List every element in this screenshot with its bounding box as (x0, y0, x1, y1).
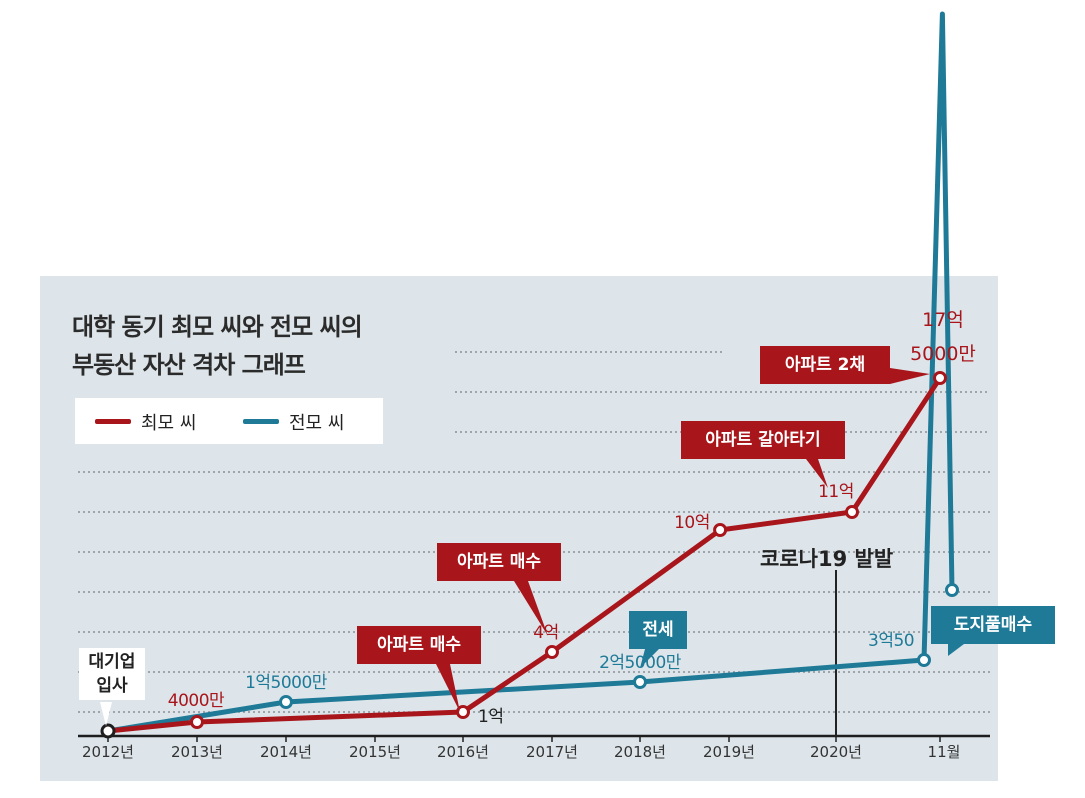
legend-label-choi: 최모 씨 (141, 413, 197, 434)
callout-choi-swap: 아파트 갈아타기 (681, 421, 845, 459)
choi-point-3 (545, 645, 559, 659)
choi-point-6 (933, 371, 947, 385)
choi-point-1 (190, 715, 204, 729)
data-label-v2019: 10억 (674, 513, 710, 533)
x-tick-label-6: 2018년 (614, 743, 666, 761)
x-tick-label-7: 2019년 (703, 743, 755, 761)
choi-point-2 (456, 705, 470, 719)
jeon-point-1 (279, 695, 293, 709)
x-tick-label-0: 2012년 (82, 743, 134, 761)
x-tick-label-2: 2014년 (260, 743, 312, 761)
chart-title-line-2: 부동산 자산 격차 그래프 (72, 351, 306, 379)
x-tick-label-5: 2017년 (526, 743, 578, 761)
series-line-jeon (105, 11, 955, 734)
data-label-v2018: 2억5000만 (599, 653, 682, 673)
tail-choi-buy-2 (514, 581, 548, 636)
legend: 최모 씨 전모 씨 (75, 398, 383, 444)
data-label-v_choi_end: 17억 5000만 (910, 309, 976, 365)
data-label-v2017: 4억 (533, 623, 558, 643)
tail-start (100, 702, 112, 726)
legend-swatch-choi (95, 419, 131, 424)
origin-point (100, 723, 116, 739)
jeon-point-2 (633, 675, 647, 689)
tail-jeon-lease (640, 649, 659, 668)
x-tick-label-4: 2016년 (437, 743, 489, 761)
choi-point-4 (713, 523, 728, 537)
tail-choi-swap (806, 459, 828, 488)
data-label-v_choi_end-line-0: 17억 (922, 309, 964, 331)
x-tick-label-8: 2020년 (810, 743, 862, 761)
data-label-v_choi_end-line-1: 5000만 (910, 343, 976, 365)
chart-title-line-1: 대학 동기 최모 씨와 전모 씨의 (72, 313, 363, 341)
data-label-v2020: 11억 (818, 482, 854, 502)
callout-choi-buy-2: 아파트 매수 (437, 543, 561, 581)
data-label-v2014: 1억5000만 (245, 673, 328, 693)
data-label-v_jeon_end: 3억50 (868, 631, 914, 651)
x-tick-label-3: 2015년 (349, 743, 401, 761)
jeon-point-5 (945, 583, 959, 597)
legend-label-jeon: 전모 씨 (289, 413, 345, 434)
callout-jeon-land: 도지풀매수 (931, 606, 1055, 644)
callout-jeon-lease: 전세 (629, 611, 687, 649)
annotation-covid: 코로나19 발발 (760, 547, 894, 571)
legend-swatch-jeon (243, 419, 279, 424)
x-tick-label-1: 2013년 (171, 743, 223, 761)
callout-choi-two: 아파트 2채 (760, 346, 890, 384)
data-label-v2013: 4000만 (168, 691, 225, 711)
tail-choi-buy-1 (436, 664, 460, 712)
tail-jeon-land (948, 644, 964, 656)
data-label-v2016: 1억 (478, 707, 503, 727)
jeon-point-3 (917, 653, 931, 667)
x-tick-label-9: 11월 (928, 743, 961, 761)
tail-choi-two (890, 368, 930, 384)
choi-point-5 (845, 505, 859, 519)
callout-choi-buy-1: 아파트 매수 (357, 626, 481, 664)
start-label: 대기업 입사 (79, 648, 145, 700)
